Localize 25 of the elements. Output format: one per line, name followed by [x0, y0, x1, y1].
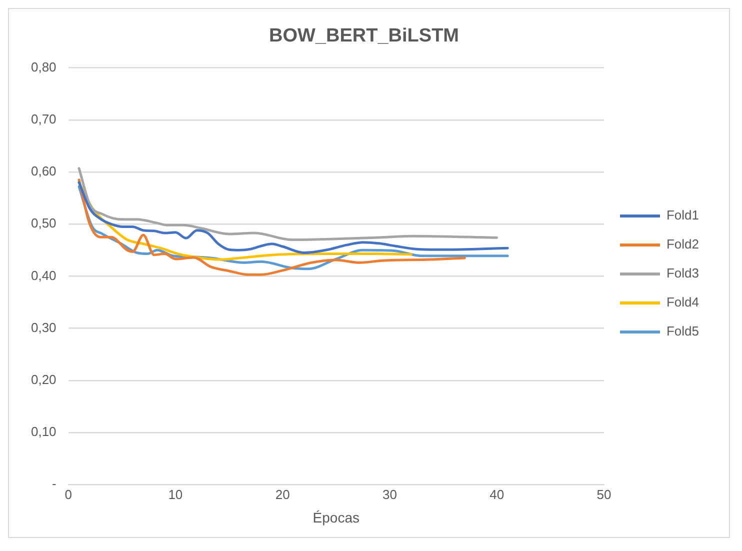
chart-title: BOW_BERT_BiLSTM: [269, 26, 459, 47]
legend-label: Fold2: [666, 236, 700, 252]
legend-label: Fold5: [666, 324, 700, 339]
x-tick-label: 0: [64, 486, 72, 502]
y-tick-label: 0,60: [30, 164, 56, 179]
y-tick-label: 0,50: [30, 216, 56, 231]
x-axis-title: Épocas: [312, 509, 360, 526]
y-tick-label: 0,20: [30, 372, 56, 387]
x-tick-label: 30: [382, 486, 397, 502]
y-tick-label: 0,80: [30, 59, 56, 74]
x-tick-label: 20: [275, 486, 290, 502]
legend-label: Fold3: [666, 266, 700, 281]
y-tick-label: 0,70: [30, 111, 56, 126]
legend-label: Fold1: [666, 208, 700, 223]
y-tick-label: 0,10: [30, 424, 56, 440]
y-tick-label: 0,30: [30, 320, 56, 335]
x-tick-label: 10: [168, 486, 183, 502]
line-series: [78, 181, 509, 254]
y-tick-label: -: [52, 476, 56, 492]
x-tick-label: 40: [490, 486, 504, 502]
line-series: [78, 178, 466, 276]
legend-label: Fold4: [666, 294, 700, 310]
y-tick-label: 0,40: [30, 268, 56, 283]
line-series: [78, 167, 498, 241]
x-tick-label: 50: [596, 486, 612, 502]
